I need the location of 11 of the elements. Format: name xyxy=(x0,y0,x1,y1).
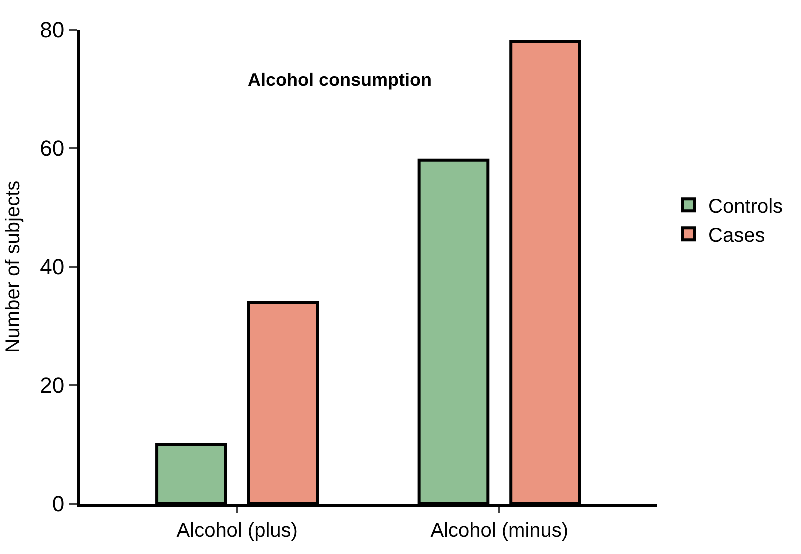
x-tick-label: Alcohol (plus) xyxy=(176,520,298,542)
y-tick-label: 80 xyxy=(40,18,65,43)
y-tick-label: 60 xyxy=(40,136,65,162)
y-tick-label: 20 xyxy=(40,373,65,398)
legend-label: Cases xyxy=(708,224,766,247)
text: Alcohol consumption xyxy=(248,70,432,90)
x-tick-label: Alcohol (minus) xyxy=(430,520,569,542)
y-tick-label: 40 xyxy=(40,254,65,280)
y-axis-title: Number of subjects xyxy=(2,180,25,354)
legend-label: Controls xyxy=(708,196,784,218)
y-tick-label: 0 xyxy=(52,492,65,517)
